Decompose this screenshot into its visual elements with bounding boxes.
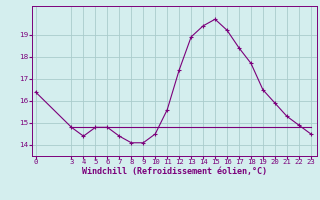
X-axis label: Windchill (Refroidissement éolien,°C): Windchill (Refroidissement éolien,°C) bbox=[82, 167, 267, 176]
